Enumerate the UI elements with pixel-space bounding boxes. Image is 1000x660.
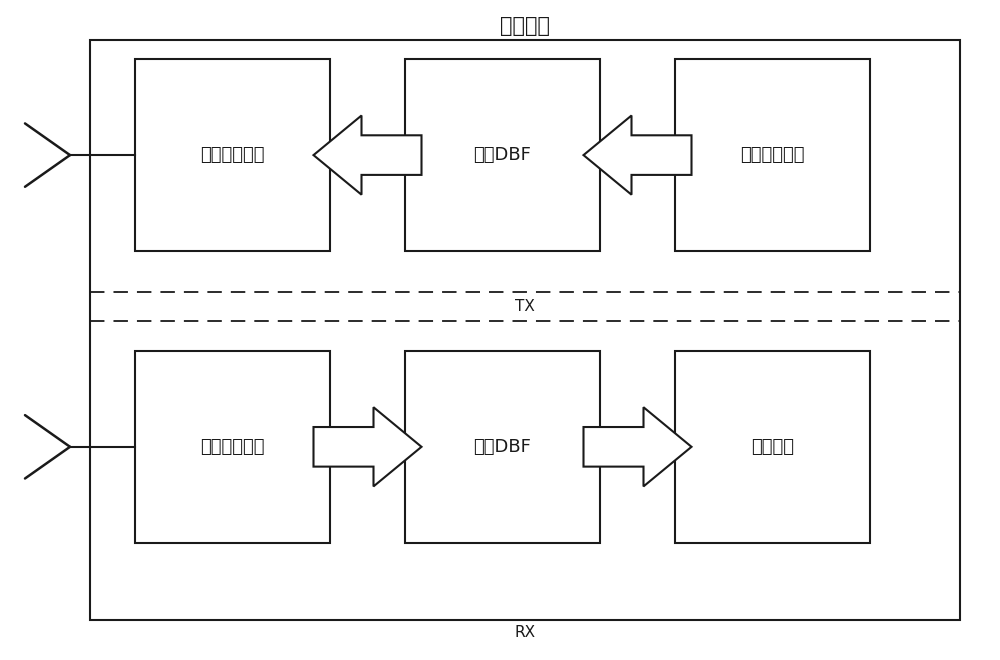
Text: 接收DBF: 接收DBF	[474, 438, 531, 456]
Bar	[135, 351, 330, 543]
Text: 脉冲压缩: 脉冲压缩	[751, 438, 794, 456]
Bar	[675, 351, 870, 543]
Bar	[405, 59, 600, 251]
Polygon shape	[584, 115, 692, 195]
Bar	[675, 59, 870, 251]
Bar	[135, 59, 330, 251]
Text: RX: RX	[514, 625, 536, 640]
Text: 发射通道校正: 发射通道校正	[200, 146, 265, 164]
Text: TX: TX	[515, 299, 535, 314]
Text: 发射DBF: 发射DBF	[474, 146, 531, 164]
Text: 雷达主机: 雷达主机	[500, 16, 550, 36]
Polygon shape	[583, 407, 692, 486]
Bar	[405, 351, 600, 543]
Text: 接收通道校正: 接收通道校正	[200, 438, 265, 456]
Polygon shape	[314, 115, 422, 195]
Bar	[90, 40, 960, 620]
Text: 线性调频信号: 线性调频信号	[740, 146, 805, 164]
Polygon shape	[314, 407, 422, 486]
